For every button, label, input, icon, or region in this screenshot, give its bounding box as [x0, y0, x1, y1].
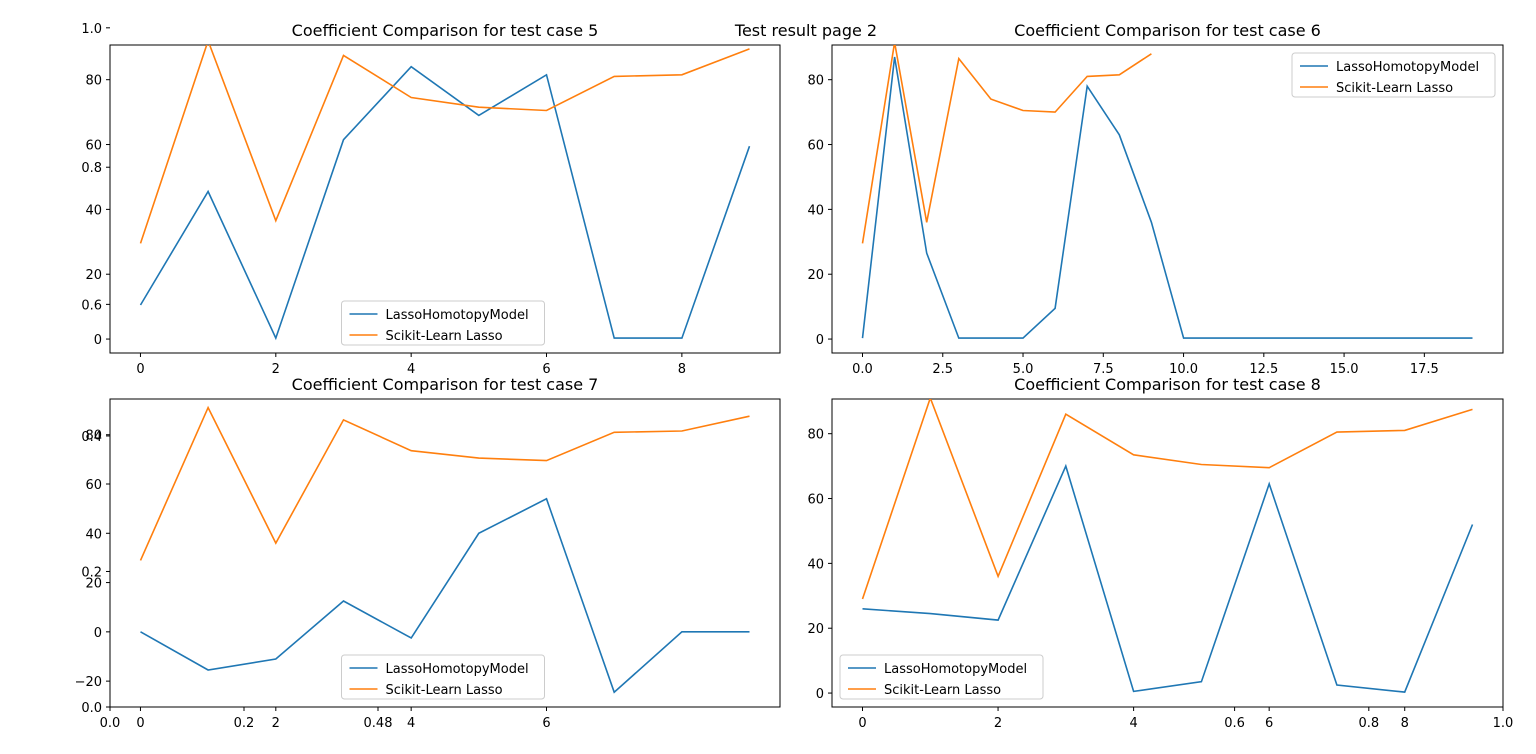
- series-line-lassohomotopymodel: [139, 65, 751, 341]
- x-tick-label: 0.0: [852, 362, 873, 377]
- chart-panel-1: Coefficient Comparison for test case 5 0 2…: [81, 21, 781, 377]
- legend-box: [1291, 52, 1496, 98]
- x-tick-label: 5.0: [1013, 362, 1034, 377]
- chart-title: Coefficient Comparison for test case 7: [292, 375, 599, 394]
- x-tick-label: 1.0: [1493, 716, 1514, 731]
- chart-panel-4: Coefficient Comparison for test case 8 0 2…: [807, 375, 1513, 731]
- y-tick-label: 60: [807, 139, 824, 154]
- x-tick-label: 4: [1129, 716, 1137, 731]
- series-line-scikit-learn-lasso: [139, 405, 750, 561]
- y-tick-label: 0: [816, 333, 824, 348]
- x-tick-label: 2: [994, 716, 1002, 731]
- x-tick-label: 4: [407, 362, 415, 377]
- axes-layer: Coefficient Comparison for test case 5 0 2…: [75, 21, 1514, 731]
- x-tick-label: 2.5: [932, 362, 953, 377]
- x-tick-label: 2: [272, 362, 280, 377]
- legend-label: LassoHomotopyModel: [386, 308, 529, 323]
- axes-frame: [831, 398, 1504, 708]
- x-tick-label: 8: [1401, 716, 1409, 731]
- chart-panel-3: Coefficient Comparison for test case 7 −2…: [75, 375, 781, 731]
- y-tick-label: 80: [807, 74, 824, 89]
- y-tick-label: 20: [807, 268, 824, 283]
- legend-label: LassoHomotopyModel: [386, 662, 529, 677]
- x-tick-label: 0.2: [234, 716, 255, 731]
- series-line-lassohomotopymodel: [862, 463, 1474, 693]
- x-tick-label: 6: [542, 716, 550, 731]
- y-tick-label: 20: [85, 268, 102, 283]
- x-tick-label: 17.5: [1410, 362, 1439, 377]
- figure-title: Test result page 2: [734, 21, 877, 40]
- legend-label: Scikit-Learn Lasso: [386, 329, 503, 344]
- y-tick-label: 80: [807, 428, 824, 443]
- x-tick-label: 0.8: [1358, 716, 1379, 731]
- y-tick-label: 0.2: [81, 565, 102, 580]
- x-tick-label: 8: [678, 362, 686, 377]
- axes-frame: [831, 44, 1504, 354]
- x-tick-label: 10.0: [1169, 362, 1198, 377]
- y-tick-label: 0.4: [81, 430, 102, 445]
- y-tick-label: 0.0: [81, 701, 102, 716]
- legend-label: Scikit-Learn Lasso: [1336, 81, 1453, 96]
- y-tick-label: 0: [816, 687, 824, 702]
- x-tick-label: 12.5: [1249, 362, 1278, 377]
- y-tick-label: 0.8: [81, 161, 102, 176]
- chart-panel-2: Coefficient Comparison for test case 6 0 2…: [807, 21, 1504, 377]
- y-tick-label: 1.0: [81, 22, 102, 37]
- x-tick-label: 0.0: [100, 716, 121, 731]
- legend-box: [341, 300, 545, 346]
- legend: LassoHomotopyModel Scikit-Learn Lasso: [341, 654, 545, 700]
- y-tick-label: −20: [75, 675, 102, 690]
- y-tick-label: 40: [807, 557, 824, 572]
- y-tick-label: 0: [94, 333, 102, 348]
- y-tick-label: 80: [85, 74, 102, 89]
- legend-label: LassoHomotopyModel: [884, 662, 1027, 677]
- y-tick-label: 60: [85, 139, 102, 154]
- legend: LassoHomotopyModel Scikit-Learn Lasso: [341, 300, 545, 346]
- y-tick-label: 80: [85, 429, 102, 444]
- y-tick-label: 0.6: [81, 298, 102, 313]
- x-tick-label: 0: [136, 362, 144, 377]
- chart-title: Coefficient Comparison for test case 8: [1014, 375, 1321, 394]
- legend-box: [341, 654, 545, 700]
- x-tick-label: 15.0: [1330, 362, 1359, 377]
- y-tick-label: 60: [807, 493, 824, 508]
- series-line-scikit-learn-lasso: [139, 45, 750, 244]
- series-line-scikit-learn-lasso: [861, 45, 1152, 244]
- legend: LassoHomotopyModel Scikit-Learn Lasso: [1291, 52, 1496, 98]
- x-tick-label: 7.5: [1093, 362, 1114, 377]
- x-tick-label: 6: [1265, 716, 1273, 731]
- legend-label: Scikit-Learn Lasso: [884, 683, 1001, 698]
- chart-title: Coefficient Comparison for test case 6: [1014, 21, 1321, 40]
- x-tick-label: 0: [136, 716, 144, 731]
- y-tick-label: 40: [85, 527, 102, 542]
- axes-frame: [109, 44, 781, 354]
- y-tick-label: 40: [807, 203, 824, 218]
- legend-label: LassoHomotopyModel: [1336, 60, 1479, 75]
- legend: LassoHomotopyModel Scikit-Learn Lasso: [839, 654, 1044, 700]
- x-tick-label: 0: [858, 716, 866, 731]
- x-tick-label: 2: [272, 716, 280, 731]
- x-tick-label: 0.6: [1224, 716, 1245, 731]
- x-tick-label: 4: [407, 716, 415, 731]
- y-tick-label: 0: [94, 626, 102, 641]
- y-tick-label: 60: [85, 478, 102, 493]
- y-tick-label: 20: [85, 577, 102, 592]
- x-tick-label: 0.48: [364, 716, 393, 731]
- series-line-lassohomotopymodel: [140, 497, 750, 694]
- chart-title: Coefficient Comparison for test case 5: [292, 21, 599, 40]
- series-line-scikit-learn-lasso: [861, 399, 1473, 600]
- x-tick-label: 6: [542, 362, 550, 377]
- y-tick-label: 20: [807, 622, 824, 637]
- axes-frame: [109, 398, 781, 708]
- legend-label: Scikit-Learn Lasso: [386, 683, 503, 698]
- y-tick-label: 40: [85, 203, 102, 218]
- series-line-lassohomotopymodel: [861, 56, 1473, 339]
- legend-box: [839, 654, 1044, 700]
